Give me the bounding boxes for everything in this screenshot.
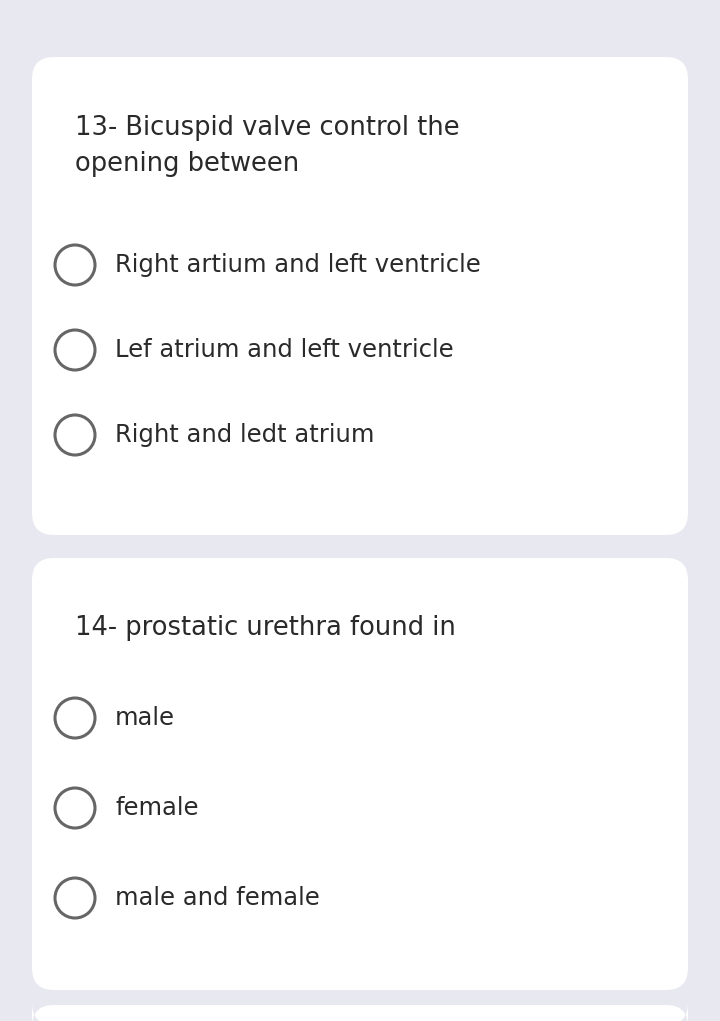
FancyBboxPatch shape [32,1003,688,1021]
Text: male: male [115,706,175,730]
Text: Right and ledt atrium: Right and ledt atrium [115,423,374,447]
FancyBboxPatch shape [32,558,688,990]
Text: Lef atrium and left ventricle: Lef atrium and left ventricle [115,338,454,362]
Text: male and female: male and female [115,886,320,910]
Text: female: female [115,796,199,820]
Text: 14- prostatic urethra found in: 14- prostatic urethra found in [75,615,456,641]
Text: Right artium and left ventricle: Right artium and left ventricle [115,253,481,277]
Text: 13- Bicuspid valve control the
opening between: 13- Bicuspid valve control the opening b… [75,115,459,177]
FancyBboxPatch shape [32,57,688,535]
